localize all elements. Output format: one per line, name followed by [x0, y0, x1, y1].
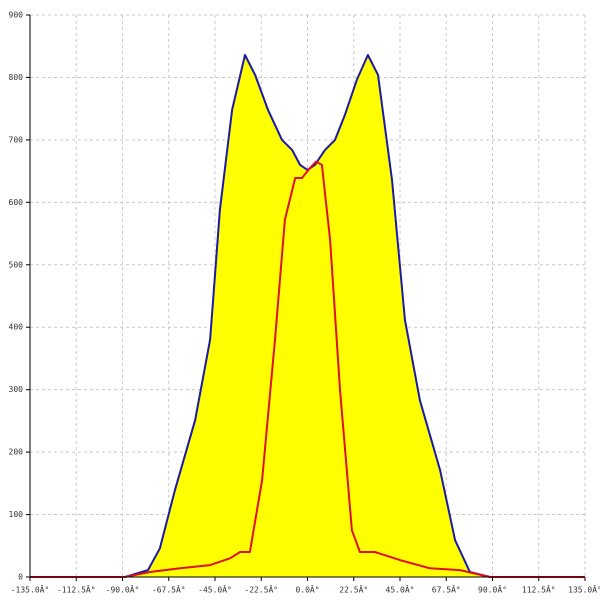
y-tick-label: 0	[18, 573, 23, 582]
x-tick-label: 135.0Â°	[568, 584, 600, 595]
x-tick-label: -22.5Â°	[244, 584, 278, 595]
area	[124, 55, 491, 577]
x-tick-label: 67.5Â°	[432, 584, 461, 595]
y-tick-label: 900	[9, 11, 24, 20]
x-tick-label: -45.0Â°	[198, 584, 232, 595]
y-tick-label: 700	[9, 135, 24, 144]
x-tick-label: 45.0Â°	[386, 584, 415, 595]
x-tick-label: 112.5Â°	[522, 584, 556, 595]
x-tick-label: 90.0Â°	[478, 584, 507, 595]
y-tick-label: 600	[9, 198, 24, 207]
line	[30, 160, 585, 578]
x-tick-label: -112.5Â°	[57, 584, 96, 595]
x-tick-label: -135.0Â°	[11, 584, 50, 595]
y-tick-label: 200	[9, 448, 24, 457]
x-tick-label: -90.0Â°	[106, 584, 140, 595]
x-tick-label: 0.0Â°	[295, 584, 319, 595]
y-tick-label: 800	[9, 73, 24, 82]
y-tick-label: 100	[9, 510, 24, 519]
y-tick-label: 500	[9, 260, 24, 269]
y-tick-label: 400	[9, 323, 24, 332]
x-tick-label: -67.5Â°	[152, 584, 186, 595]
x-tick-label: 22.5Â°	[339, 584, 368, 595]
y-tick-label: 300	[9, 385, 24, 394]
